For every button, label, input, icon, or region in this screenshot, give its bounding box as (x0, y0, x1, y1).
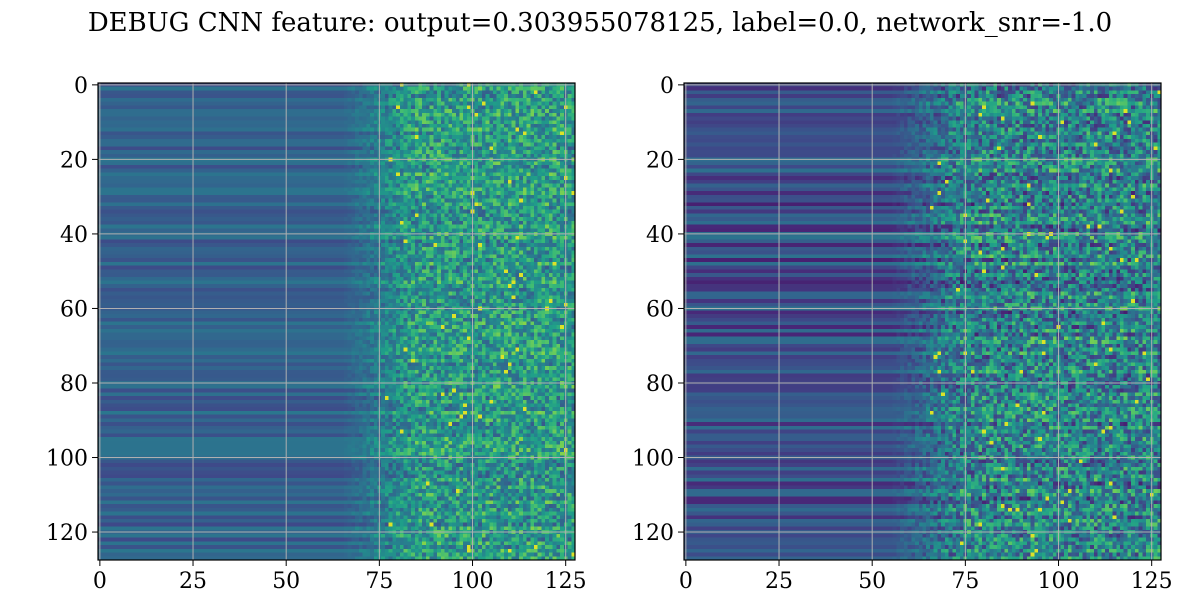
y-tick-label: 80 (60, 372, 88, 397)
x-tick-label: 0 (93, 569, 107, 594)
y-tick-label: 40 (60, 223, 88, 248)
y-tick-label: 80 (646, 372, 674, 397)
heatmap-left-image (98, 83, 575, 560)
heatmap-right-axes: 0 25 50 75 100 125 0 20 40 60 80 100 120 (632, 74, 1173, 594)
y-tick-label: 0 (74, 74, 88, 99)
y-tick-label: 100 (46, 447, 88, 472)
heatmap-left-axes: 0 25 50 75 100 125 0 20 40 60 80 100 120 (46, 74, 587, 594)
axes-frame (683, 82, 1162, 561)
x-tick-label: 50 (858, 569, 886, 594)
x-tick-label: 25 (765, 569, 793, 594)
y-tick-label: 60 (646, 297, 674, 322)
y-tick-label: 40 (646, 223, 674, 248)
y-tick-label: 120 (46, 521, 88, 546)
x-tick-label: 0 (679, 569, 693, 594)
heatmap-right: 0 25 50 75 100 125 0 20 40 60 80 100 120 (632, 74, 1173, 594)
x-tick-label: 75 (365, 569, 393, 594)
x-tick-label: 75 (951, 569, 979, 594)
x-tick-label: 25 (179, 569, 207, 594)
heatmap-right-image (684, 83, 1161, 560)
x-tick-label: 125 (545, 569, 587, 594)
x-tick-label: 125 (1131, 569, 1173, 594)
heatmap-left: 0 25 50 75 100 125 0 20 40 60 80 100 120 (46, 74, 587, 594)
y-tick-label: 100 (632, 447, 674, 472)
y-tick-label: 60 (60, 297, 88, 322)
x-tick-label: 100 (452, 569, 494, 594)
y-tick-label: 120 (632, 521, 674, 546)
axes-frame (97, 82, 576, 561)
y-tick-label: 20 (646, 148, 674, 173)
figure-title: DEBUG CNN feature: output=0.303955078125… (87, 8, 1113, 38)
y-tick-label: 20 (60, 148, 88, 173)
x-tick-label: 50 (272, 569, 300, 594)
y-tick-label: 0 (660, 74, 674, 99)
x-tick-label: 100 (1038, 569, 1080, 594)
